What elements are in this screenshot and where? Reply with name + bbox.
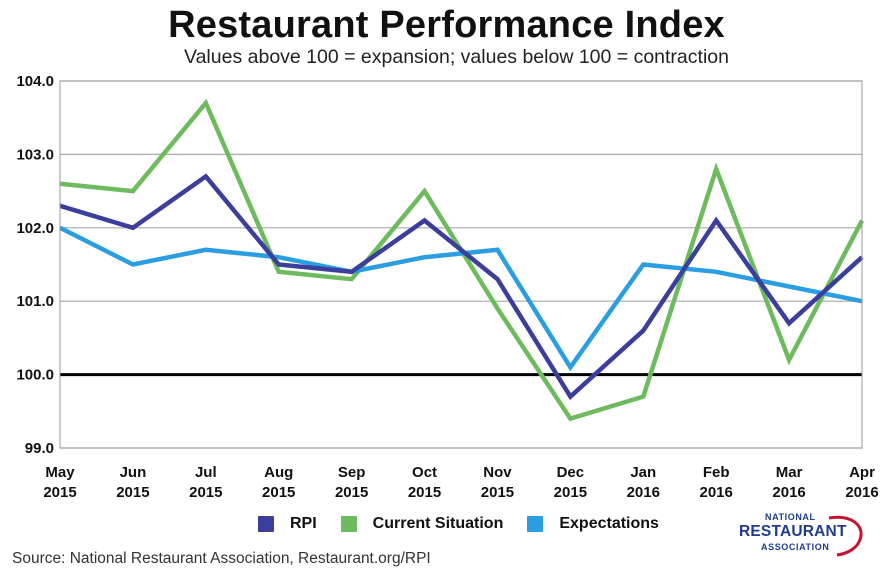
x-tick-label: Apr — [849, 464, 875, 481]
logo-swoosh-icon — [828, 515, 863, 557]
x-tick-label: Feb — [703, 464, 730, 481]
x-tick-label: 2015 — [189, 484, 222, 501]
y-tick-label: 104.0 — [16, 73, 54, 90]
x-tick-label: 2015 — [335, 484, 368, 501]
x-tick-label: 2015 — [116, 484, 149, 501]
logo-line-3: ASSOCIATION — [761, 542, 830, 552]
y-tick-label: 103.0 — [16, 146, 54, 163]
legend-item-expectations: Expectations — [527, 515, 659, 533]
x-tick-label: Jun — [120, 464, 147, 481]
x-tick-label: Jul — [195, 464, 217, 481]
x-axis-ticks: May 2015 Jun 2015 Jul 2015 Aug 2015 Sep 2015 Oct 20… — [43, 464, 878, 501]
y-tick-label: 100.0 — [16, 367, 54, 384]
legend-swatch — [340, 516, 357, 532]
logo-line-2: RESTAURANT — [739, 523, 847, 540]
x-tick-label: 2016 — [699, 484, 732, 501]
x-tick-label: 2015 — [408, 484, 441, 501]
series-line-rpi — [59, 173, 864, 401]
y-axis-ticks: 99.0 100.0 101.0 102.0 103.0 104.0 — [16, 73, 54, 457]
x-tick-label: 2015 — [262, 484, 295, 501]
x-tick-label: 2015 — [554, 484, 587, 501]
nra-logo: NATIONAL RESTAURANT ASSOCIATION — [733, 512, 873, 562]
x-tick-label: Sep — [338, 464, 366, 481]
series-line-current-situation — [59, 98, 864, 422]
x-tick-label: Oct — [412, 464, 437, 481]
legend-swatch — [258, 516, 274, 532]
series-lines — [58, 98, 864, 422]
chart-title: Restaurant Performance Index — [168, 4, 725, 46]
x-tick-label: 2015 — [43, 484, 76, 501]
line-chart: 99.0 100.0 101.0 102.0 103.0 104.0 May 2015 Jun… — [16, 73, 878, 501]
x-tick-label: Nov — [483, 464, 512, 481]
chart-subtitle: Values above 100 = expansion; values bel… — [184, 46, 729, 68]
source-note: Source: National Restaurant Association,… — [12, 550, 431, 567]
x-tick-label: 2015 — [481, 484, 514, 501]
x-tick-label: Dec — [557, 464, 585, 481]
y-tick-label: 102.0 — [16, 220, 54, 237]
legend-item-current-situation: Current Situation — [340, 515, 504, 533]
legend-label: Expectations — [559, 515, 659, 532]
series-line-expectations — [58, 225, 863, 372]
legend: RPI Current Situation Expectations — [258, 513, 683, 535]
x-tick-label: Aug — [264, 464, 293, 481]
legend-swatch — [527, 516, 544, 532]
legend-label: Current Situation — [372, 515, 504, 532]
logo-line-1: NATIONAL — [765, 512, 816, 522]
y-tick-label: 99.0 — [25, 440, 54, 457]
y-tick-label: 101.0 — [16, 293, 54, 310]
legend-label: RPI — [290, 515, 317, 532]
x-tick-label: May — [45, 464, 75, 481]
x-tick-label: 2016 — [627, 484, 660, 501]
x-tick-label: 2016 — [845, 484, 878, 501]
legend-item-rpi: RPI — [258, 515, 317, 533]
plot-frame — [59, 80, 863, 449]
x-tick-label: Jan — [630, 464, 656, 481]
x-tick-label: 2016 — [772, 484, 805, 501]
x-tick-label: Mar — [776, 464, 803, 481]
